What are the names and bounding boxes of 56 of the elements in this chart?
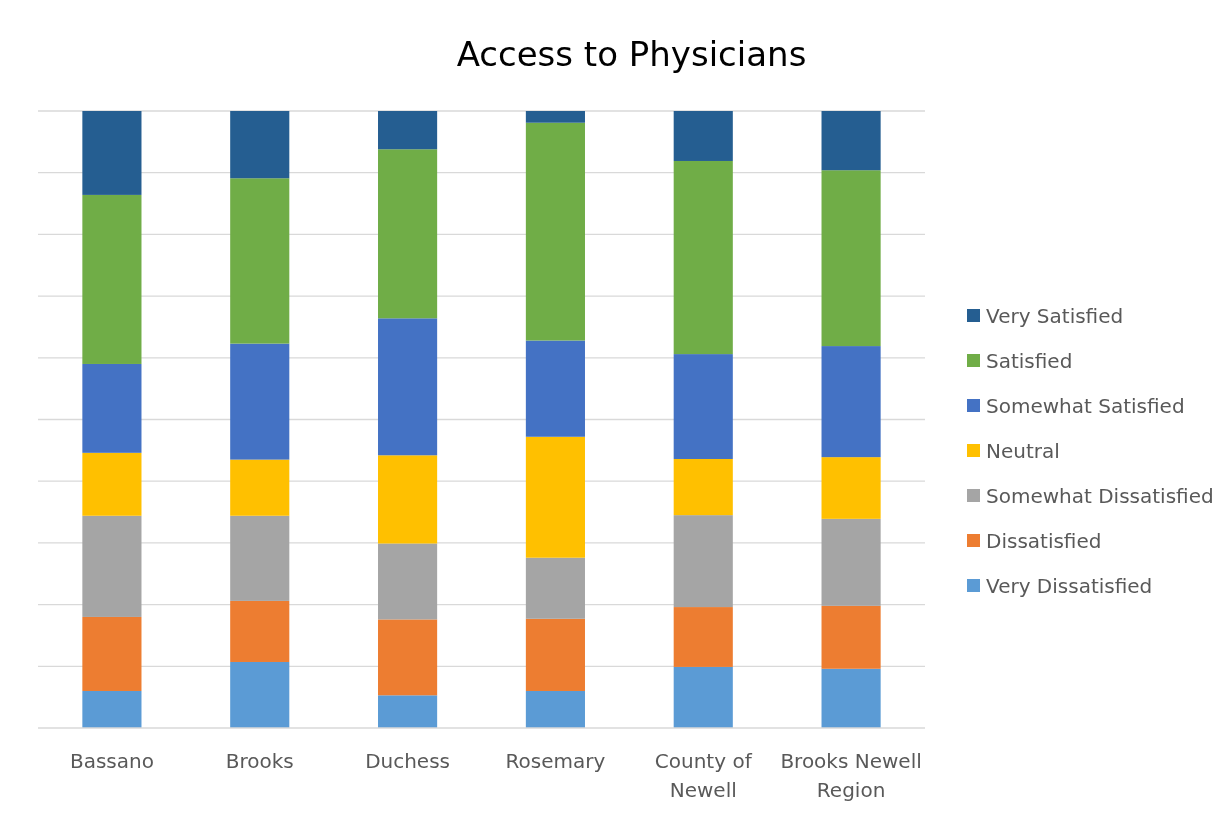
bar (673, 607, 733, 667)
bar (821, 346, 881, 458)
bar (821, 518, 881, 606)
legend-label: Dissatisfied (986, 529, 1102, 553)
bar (525, 111, 585, 123)
bar (378, 318, 438, 456)
bar (230, 600, 290, 662)
legend-label: Somewhat Satisfied (986, 394, 1185, 418)
bar (525, 122, 585, 341)
x-tick-label: Rosemary (505, 749, 606, 773)
bar (673, 515, 733, 608)
bar (821, 170, 881, 347)
bar (378, 695, 438, 728)
bar (821, 605, 881, 669)
bar (82, 194, 142, 364)
bar (378, 111, 438, 150)
x-tick-label: County of Newell (654, 749, 753, 802)
bar (821, 457, 881, 519)
bar (525, 557, 585, 619)
bar (821, 668, 881, 728)
bar (378, 619, 438, 696)
bar (230, 111, 290, 179)
bar (230, 343, 290, 460)
bar (82, 616, 142, 691)
bar (82, 690, 142, 728)
x-tick-label: Brooks Newell Region (780, 749, 922, 802)
bar (525, 340, 585, 437)
bar (230, 515, 290, 601)
legend-label: Very Satisfied (986, 304, 1124, 328)
chart-title: Access to Physicians (456, 34, 807, 74)
bar (525, 618, 585, 691)
x-tick-label: Brooks (225, 749, 294, 773)
bar (378, 543, 438, 620)
bar (82, 515, 142, 617)
bar (230, 178, 290, 344)
bar (82, 363, 142, 453)
bar (673, 354, 733, 459)
bar (378, 149, 438, 319)
legend-label: Somewhat Dissatisfied (986, 484, 1214, 508)
bar (673, 111, 733, 161)
bar (525, 436, 585, 558)
x-tick-label: Bassano (69, 749, 154, 773)
bar (673, 666, 733, 728)
bar (82, 111, 142, 195)
bar (525, 690, 585, 728)
legend-label: Very Dissatisfied (986, 574, 1153, 598)
legend-label: Neutral (986, 439, 1060, 463)
legend-label: Satisfied (986, 349, 1073, 373)
bar (230, 661, 290, 728)
bar (673, 458, 733, 516)
bar (673, 160, 733, 355)
bar (230, 459, 290, 516)
bar (378, 455, 438, 544)
bar (821, 111, 881, 171)
bar (82, 452, 142, 516)
x-tick-label: Duchess (365, 749, 451, 773)
